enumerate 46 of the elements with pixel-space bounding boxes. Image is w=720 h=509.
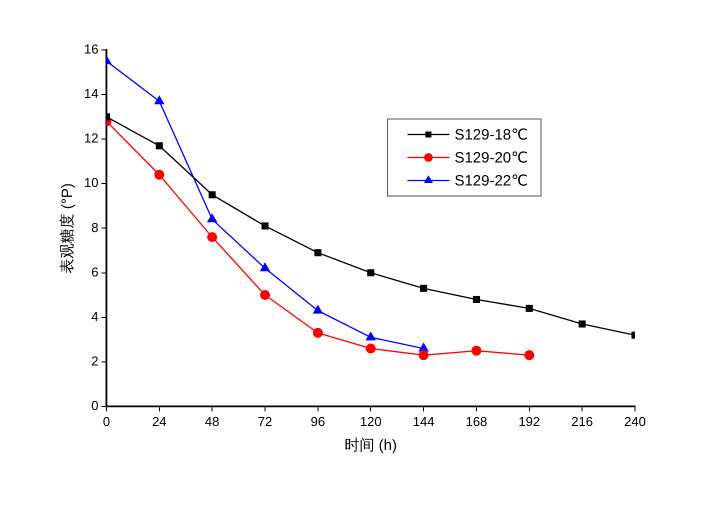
x-tick-label: 216 [571, 414, 593, 429]
x-tick-label: 168 [466, 414, 488, 429]
point [367, 269, 374, 276]
point [154, 170, 164, 180]
y-tick-label: 10 [84, 175, 98, 190]
point [156, 142, 163, 150]
x-tick-label: 120 [360, 414, 382, 429]
legend-label: S129-20℃ [454, 150, 528, 167]
point [420, 284, 428, 292]
point [524, 350, 534, 360]
point [526, 304, 533, 312]
point [472, 296, 480, 304]
point [366, 343, 376, 354]
legend-label: S129-18℃ [454, 126, 528, 144]
point [261, 222, 269, 230]
point [314, 249, 322, 256]
y-tick-label: 0 [91, 398, 98, 413]
x-tick-label: 96 [310, 414, 326, 429]
x-tick-label: 240 [624, 414, 646, 429]
point [312, 328, 323, 338]
point [418, 350, 429, 360]
point [471, 346, 482, 356]
x-tick-label: 24 [152, 414, 167, 429]
point [312, 304, 324, 314]
point [154, 95, 165, 104]
x-tick-label: 192 [518, 414, 540, 429]
x-tick-label: 144 [412, 414, 434, 429]
x-tick-label: 48 [204, 414, 220, 429]
x-tick-label: 0 [102, 414, 110, 429]
y-tick-label: 6 [91, 264, 98, 280]
point [260, 290, 270, 300]
y-axis-title: 表观糖度 (°P) [59, 183, 76, 274]
y-tick-label: 14 [84, 86, 98, 102]
x-tick-label: 72 [258, 414, 272, 429]
point [578, 320, 586, 328]
point [208, 191, 216, 198]
y-tick-label: 4 [91, 308, 98, 324]
legend-label: S129-22℃ [454, 172, 528, 190]
point [207, 232, 218, 242]
x-axis-title: 时间 (h) [344, 437, 397, 454]
y-tick-label: 16 [84, 42, 98, 57]
point [260, 262, 270, 272]
point [206, 213, 218, 222]
y-tick-label: 8 [91, 220, 98, 235]
y-tick-label: 2 [91, 353, 98, 368]
y-tick-label: 12 [84, 130, 98, 146]
